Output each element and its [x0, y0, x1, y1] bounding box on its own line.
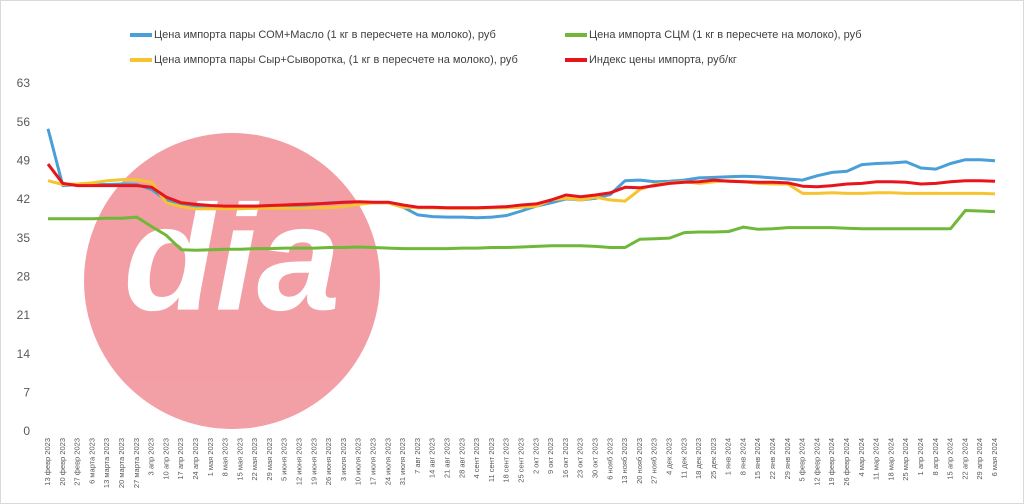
x-tick-label: 8 апр 2024 [931, 438, 940, 475]
x-tick-label: 21 авг 2023 [443, 438, 452, 478]
x-tick-label: 31 июля 2023 [398, 438, 407, 485]
x-tick-label: 18 мар 2024 [886, 438, 895, 481]
y-tick-label: 14 [17, 347, 31, 361]
x-tick-label: 23 окт 2023 [576, 438, 585, 478]
x-tick-label: 27 марта 2023 [132, 438, 141, 488]
series-line [46, 128, 996, 220]
x-tick-label: 29 мая 2023 [265, 438, 274, 481]
x-tick-label: 1 мая 2023 [206, 438, 215, 476]
x-tick-label: 9 окт 2023 [546, 438, 555, 474]
x-tick-label: 6 марта 2023 [87, 438, 96, 484]
x-tick-label: 4 дек 2023 [664, 438, 673, 475]
x-tick-label: 8 янв 2024 [738, 438, 747, 475]
x-tick-label: 24 апр 2023 [191, 438, 200, 480]
x-tick-label: 30 окт 2023 [590, 438, 599, 478]
x-tick-label: 13 нояб 2023 [620, 438, 629, 484]
x-tick-label: 15 апр 2024 [946, 438, 955, 480]
x-tick-label: 17 апр 2023 [176, 438, 185, 480]
x-tick-label: 14 авг 2023 [428, 438, 437, 478]
x-tick-label: 18 сент 2023 [502, 438, 511, 483]
x-tick-label: 29 янв 2024 [783, 438, 792, 479]
x-tick-label: 12 июня 2023 [295, 438, 304, 485]
x-tick-label: 4 мар 2024 [857, 438, 866, 477]
x-tick-label: 20 февр 2023 [58, 438, 67, 486]
legend-label: Цена импорта пары Сыр+Сыворотка, (1 кг в… [154, 54, 518, 66]
y-tick-label: 7 [23, 386, 30, 400]
x-tick-label: 19 июня 2023 [309, 438, 318, 485]
y-tick-label: 49 [17, 154, 31, 168]
y-tick-label: 0 [23, 424, 30, 438]
y-tick-label: 42 [17, 192, 31, 206]
series-line [48, 209, 996, 252]
x-tick-label: 4 сент 2023 [472, 438, 481, 479]
x-tick-label: 17 июля 2023 [369, 438, 378, 485]
x-tick-label: 5 июня 2023 [280, 438, 289, 481]
y-tick-label: 28 [17, 270, 31, 284]
x-tick-label: 3 апр 2023 [147, 438, 156, 475]
x-tick-label: 18 дек 2023 [694, 438, 703, 479]
logo: dia [84, 133, 380, 429]
x-tick-label: 25 дек 2023 [709, 438, 718, 479]
x-tick-label: 26 июня 2023 [324, 438, 333, 485]
legend-label: Индекс цены импорта, руб/кг [589, 54, 737, 66]
y-tick-label: 56 [17, 115, 31, 129]
legend-label: Цена импорта СЦМ (1 кг в пересчете на мо… [589, 29, 862, 41]
x-tick-label: 24 июля 2023 [383, 438, 392, 485]
x-tick-label: 16 окт 2023 [561, 438, 570, 478]
x-tick-label: 13 февр 2023 [43, 438, 52, 486]
logo-text: dia [124, 174, 341, 342]
x-tick-label: 8 мая 2023 [221, 438, 230, 476]
x-tick-label: 7 авг 2023 [413, 438, 422, 474]
x-tick-label: 22 апр 2024 [960, 438, 969, 480]
x-tick-label: 5 февр 2024 [798, 438, 807, 482]
x-tick-label: 15 мая 2023 [235, 438, 244, 481]
x-tick-label: 11 мар 2024 [872, 438, 881, 480]
x-tick-label: 26 февр 2024 [842, 438, 851, 486]
x-tick-label: 13 марта 2023 [102, 438, 111, 488]
x-tick-label: 12 февр 2024 [812, 438, 821, 486]
x-tick-label: 1 янв 2024 [724, 438, 733, 475]
y-tick-label: 35 [17, 231, 31, 245]
x-tick-label: 22 янв 2024 [768, 438, 777, 479]
x-tick-label: 10 апр 2023 [161, 438, 170, 480]
x-tick-label: 28 авг 2023 [457, 438, 466, 478]
x-tick-label: 10 июля 2023 [354, 438, 363, 485]
x-tick-label: 2 окт 2023 [531, 438, 540, 474]
x-tick-label: 19 февр 2024 [827, 438, 836, 486]
x-tick-label: 15 янв 2024 [753, 438, 762, 479]
y-tick-label: 21 [17, 308, 31, 322]
x-tick-label: 6 мая 2024 [990, 438, 999, 476]
x-tick-label: 3 июля 2023 [339, 438, 348, 481]
x-tick-label: 29 апр 2024 [975, 438, 984, 480]
x-tick-label: 11 сент 2023 [487, 438, 496, 482]
x-tick-label: 6 нояб 2023 [605, 438, 614, 480]
x-tick-label: 25 мар 2024 [901, 438, 910, 481]
x-tick-label: 20 нояб 2023 [635, 438, 644, 484]
y-tick-label: 63 [17, 76, 31, 90]
x-tick-label: 11 дек 2023 [679, 438, 688, 478]
x-tick-label: 27 нояб 2023 [650, 438, 659, 484]
x-tick-label: 22 мая 2023 [250, 438, 259, 481]
legend-label: Цена импорта пары СОМ+Масло (1 кг в пере… [154, 29, 496, 41]
series-line [46, 163, 996, 210]
x-tick-label: 20 марта 2023 [117, 438, 126, 488]
x-tick-label: 27 февр 2023 [73, 438, 82, 486]
series-line [47, 178, 996, 211]
x-tick-label: 1 апр 2024 [916, 438, 925, 475]
x-tick-label: 25 сент 2023 [516, 438, 525, 483]
